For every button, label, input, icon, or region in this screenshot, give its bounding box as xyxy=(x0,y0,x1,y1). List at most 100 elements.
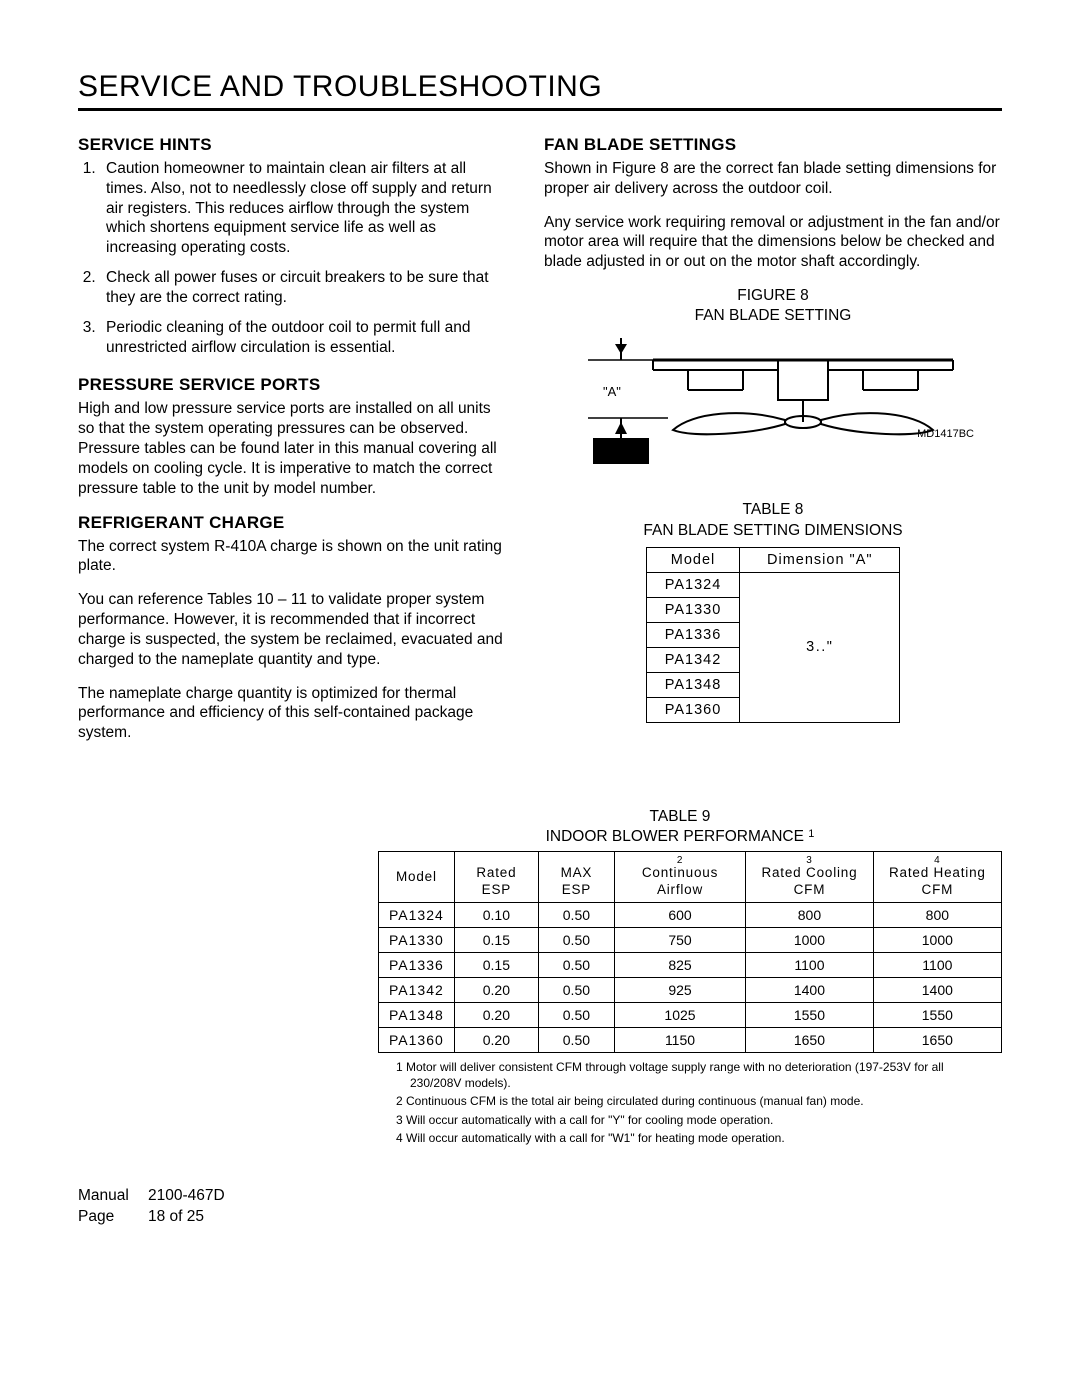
t9-cell: 0.50 xyxy=(538,953,614,978)
table-row: PA13300.150.5075010001000 xyxy=(379,928,1002,953)
table9-header-heat-cfm: 4Rated Heating CFM xyxy=(873,852,1001,903)
columns: SERVICE HINTS Caution homeowner to maint… xyxy=(78,121,1002,757)
table8-model: PA1360 xyxy=(646,697,740,722)
t9-cell: 1000 xyxy=(746,928,874,953)
t9-cell: 0.10 xyxy=(454,903,538,928)
table8-model: PA1330 xyxy=(646,597,740,622)
t9-cell: 1400 xyxy=(746,978,874,1003)
table8-model: PA1324 xyxy=(646,572,740,597)
footer-manual-label: Manual xyxy=(78,1186,148,1207)
table-row: Model Dimension "A" xyxy=(646,547,900,572)
t9-cell: 0.50 xyxy=(538,1028,614,1053)
table9-header-cool-sup: 3 xyxy=(756,855,863,865)
table9-footnotes: 1 Motor will deliver consistent CFM thro… xyxy=(396,1059,956,1146)
column-right: FAN BLADE SETTINGS Shown in Figure 8 are… xyxy=(544,121,1002,757)
t9-cell: 0.20 xyxy=(454,1003,538,1028)
t9-cell: 1650 xyxy=(873,1028,1001,1053)
table9-header-heat-label: Rated Heating CFM xyxy=(889,865,986,897)
heading-pressure-ports: PRESSURE SERVICE PORTS xyxy=(78,375,510,395)
fan-blade-p1: Shown in Figure 8 are the correct fan bl… xyxy=(544,159,1002,199)
t9-cell: 1100 xyxy=(746,953,874,978)
t9-model: PA1336 xyxy=(379,953,455,978)
figure8-id: MD1417BC xyxy=(544,428,1002,440)
table9-wrapper: TABLE 9 INDOOR BLOWER PERFORMANCE 1 Mode… xyxy=(78,807,1002,1146)
figure8-caption-a: FIGURE 8 xyxy=(737,287,808,304)
heading-fan-blade: FAN BLADE SETTINGS xyxy=(544,135,1002,155)
t9-cell: 600 xyxy=(614,903,745,928)
table9-caption: TABLE 9 INDOOR BLOWER PERFORMANCE 1 xyxy=(78,807,1002,847)
t9-cell: 925 xyxy=(614,978,745,1003)
heading-service-hints: SERVICE HINTS xyxy=(78,135,510,155)
footer-page-label: Page xyxy=(78,1207,148,1228)
list-item: Periodic cleaning of the outdoor coil to… xyxy=(100,318,510,358)
table9-caption-b: INDOOR BLOWER PERFORMANCE xyxy=(546,828,804,845)
t9-cell: 0.20 xyxy=(454,1028,538,1053)
figure8-caption-b: FAN BLADE SETTING xyxy=(695,307,852,324)
table8-caption: TABLE 8 FAN BLADE SETTING DIMENSIONS xyxy=(544,500,1002,540)
page-footer: Manual2100-467D Page18 of 25 xyxy=(78,1186,1002,1228)
t9-cell: 800 xyxy=(746,903,874,928)
table8-dimension: 3.." xyxy=(740,572,900,722)
t9-cell: 0.20 xyxy=(454,978,538,1003)
footer-manual-value: 2100-467D xyxy=(148,1187,225,1204)
t9-cell: 1550 xyxy=(873,1003,1001,1028)
table-row: PA13243.." xyxy=(646,572,900,597)
page-title: SERVICE AND TROUBLESHOOTING xyxy=(78,70,1002,111)
table8-model: PA1348 xyxy=(646,672,740,697)
t9-cell: 0.50 xyxy=(538,978,614,1003)
t9-model: PA1330 xyxy=(379,928,455,953)
t9-cell: 1025 xyxy=(614,1003,745,1028)
table9-header-cool-label: Rated Cooling CFM xyxy=(761,865,857,897)
t9-cell: 0.15 xyxy=(454,953,538,978)
table-row: PA13420.200.5092514001400 xyxy=(379,978,1002,1003)
column-left: SERVICE HINTS Caution homeowner to maint… xyxy=(78,121,510,757)
table-row: PA13600.200.50115016501650 xyxy=(379,1028,1002,1053)
footnote: 1 Motor will deliver consistent CFM thro… xyxy=(396,1059,956,1091)
table9-caption-a: TABLE 9 xyxy=(650,808,711,825)
table-row: Model Rated ESP MAX ESP 2Continuous Airf… xyxy=(379,852,1002,903)
t9-cell: 1100 xyxy=(873,953,1001,978)
t9-cell: 825 xyxy=(614,953,745,978)
table9-header-cont-sup: 2 xyxy=(625,855,735,865)
refrigerant-p2: You can reference Tables 10 – 11 to vali… xyxy=(78,590,510,669)
table-row: PA13360.150.5082511001100 xyxy=(379,953,1002,978)
t9-cell: 1650 xyxy=(746,1028,874,1053)
table8-header-dim: Dimension "A" xyxy=(740,547,900,572)
t9-cell: 0.15 xyxy=(454,928,538,953)
table9-header-max-esp-label: MAX ESP xyxy=(561,865,593,897)
figure8-caption: FIGURE 8 FAN BLADE SETTING xyxy=(544,286,1002,326)
table9: Model Rated ESP MAX ESP 2Continuous Airf… xyxy=(378,851,1002,1053)
table9-caption-sup: 1 xyxy=(808,828,814,840)
table8: Model Dimension "A" PA13243.." PA1330 PA… xyxy=(646,547,901,723)
table9-header-cool-cfm: 3Rated Cooling CFM xyxy=(746,852,874,903)
t9-cell: 800 xyxy=(873,903,1001,928)
t9-cell: 1550 xyxy=(746,1003,874,1028)
page: SERVICE AND TROUBLESHOOTING SERVICE HINT… xyxy=(0,0,1080,1268)
table8-caption-a: TABLE 8 xyxy=(743,501,804,518)
t9-model: PA1342 xyxy=(379,978,455,1003)
t9-cell: 0.50 xyxy=(538,928,614,953)
t9-cell: 1000 xyxy=(873,928,1001,953)
t9-cell: 1400 xyxy=(873,978,1001,1003)
fan-blade-p2: Any service work requiring removal or ad… xyxy=(544,213,1002,272)
t9-cell: 750 xyxy=(614,928,745,953)
table-row: PA13480.200.50102515501550 xyxy=(379,1003,1002,1028)
table8-model: PA1336 xyxy=(646,622,740,647)
t9-model: PA1348 xyxy=(379,1003,455,1028)
footnote: 2 Continuous CFM is the total air being … xyxy=(396,1093,956,1109)
table8-caption-b: FAN BLADE SETTING DIMENSIONS xyxy=(643,522,902,539)
table-row: PA13240.100.50600800800 xyxy=(379,903,1002,928)
t9-cell: 1150 xyxy=(614,1028,745,1053)
table8-header-model: Model xyxy=(646,547,740,572)
table9-header-max-esp: MAX ESP xyxy=(538,852,614,903)
refrigerant-p3: The nameplate charge quantity is optimiz… xyxy=(78,684,510,743)
service-hints-list: Caution homeowner to maintain clean air … xyxy=(78,159,510,357)
footer-page-value: 18 of 25 xyxy=(148,1208,204,1225)
refrigerant-p1: The correct system R-410A charge is show… xyxy=(78,537,510,577)
table9-header-rated-esp: Rated ESP xyxy=(454,852,538,903)
heading-refrigerant: REFRIGERANT CHARGE xyxy=(78,513,510,533)
list-item: Caution homeowner to maintain clean air … xyxy=(100,159,510,258)
footnote: 4 Will occur automatically with a call f… xyxy=(396,1130,956,1146)
pressure-ports-text: High and low pressure service ports are … xyxy=(78,399,510,498)
table9-header-rated-esp-label: Rated ESP xyxy=(476,865,516,897)
